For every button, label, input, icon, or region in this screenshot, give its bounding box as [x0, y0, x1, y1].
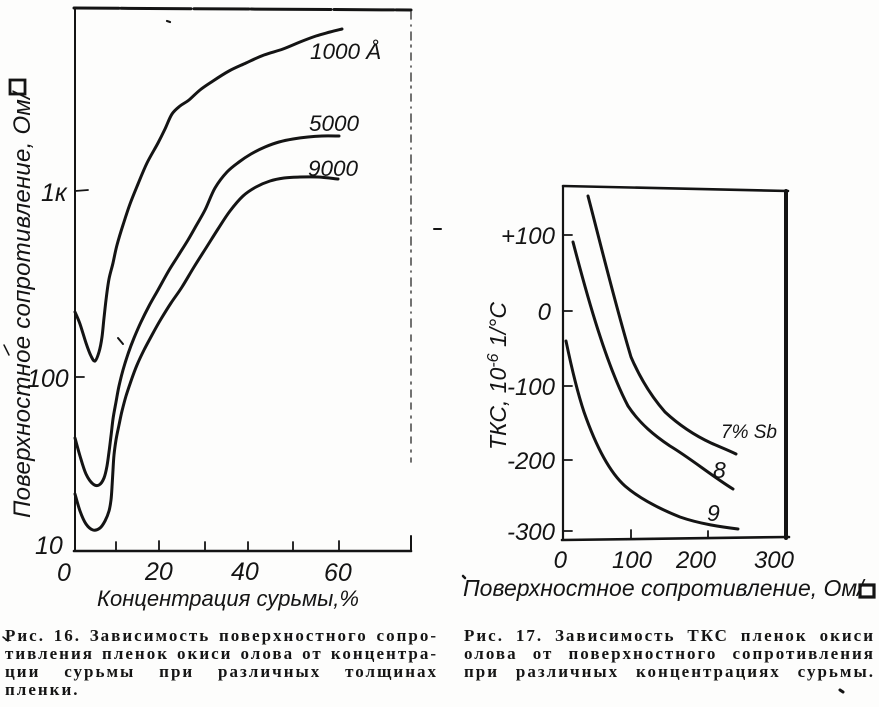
svg-text:40: 40 [231, 558, 259, 586]
svg-text:200: 200 [675, 547, 717, 574]
svg-text:5000: 5000 [309, 111, 360, 136]
svg-text:0: 0 [57, 559, 71, 587]
svg-text:0: 0 [538, 299, 552, 326]
svg-text:9: 9 [707, 500, 720, 526]
svg-text:1к: 1к [41, 179, 68, 207]
svg-text:Поверхностное сопротивление,: Поверхностное сопротивление, Ом/ [463, 575, 866, 601]
svg-text:300: 300 [754, 547, 795, 574]
svg-text:-200: -200 [507, 448, 556, 475]
svg-text:100: 100 [27, 365, 69, 393]
svg-text:7% Sb: 7% Sb [721, 422, 777, 443]
svg-text:-100: -100 [507, 374, 556, 401]
svg-text:Поверхностное сопротивление, О: Поверхностное сопротивление, Ом/ [9, 90, 36, 518]
svg-text:60: 60 [324, 559, 352, 587]
svg-text:0: 0 [554, 547, 568, 574]
svg-text:100: 100 [612, 547, 653, 574]
svg-text:20: 20 [144, 558, 173, 586]
svg-text:1000 Å: 1000 Å [310, 39, 381, 64]
svg-text:+100: +100 [501, 223, 556, 250]
svg-text:ТКС, 10-6 1/°C: ТКС, 10-6 1/°C [485, 302, 511, 450]
svg-text:8: 8 [713, 457, 726, 483]
svg-text:-300: -300 [507, 519, 556, 546]
svg-text:10: 10 [35, 532, 63, 560]
svg-text:9000: 9000 [308, 156, 359, 181]
svg-text:Концентрация сурьмы,%: Концентрация сурьмы,% [97, 586, 359, 611]
